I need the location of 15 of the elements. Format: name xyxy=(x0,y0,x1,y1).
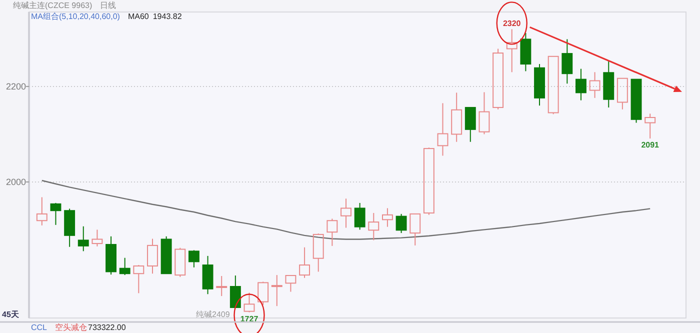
annotation: 2320 xyxy=(502,19,522,28)
text: CCL xyxy=(31,323,48,332)
y-tick-label: 2000 xyxy=(6,176,26,187)
chart-subtitle: 日线 xyxy=(100,1,116,10)
y-tick-label: 2200 xyxy=(6,81,26,92)
text: 45天 xyxy=(2,310,20,319)
text: 空头减仓 xyxy=(55,323,87,332)
annotation: 1727 xyxy=(240,314,259,324)
text: 733322.00 xyxy=(88,323,126,332)
text: MA60 xyxy=(128,12,150,21)
annotation: 纯碱2409 xyxy=(196,310,230,319)
annotation: 1943.82 xyxy=(152,12,182,21)
annotation: 2091 xyxy=(641,140,660,150)
annotation: MA组合(5,10,20,40,60,0) xyxy=(31,12,120,21)
chart-title: 纯碱主连(CZCE 9963) xyxy=(13,1,92,10)
